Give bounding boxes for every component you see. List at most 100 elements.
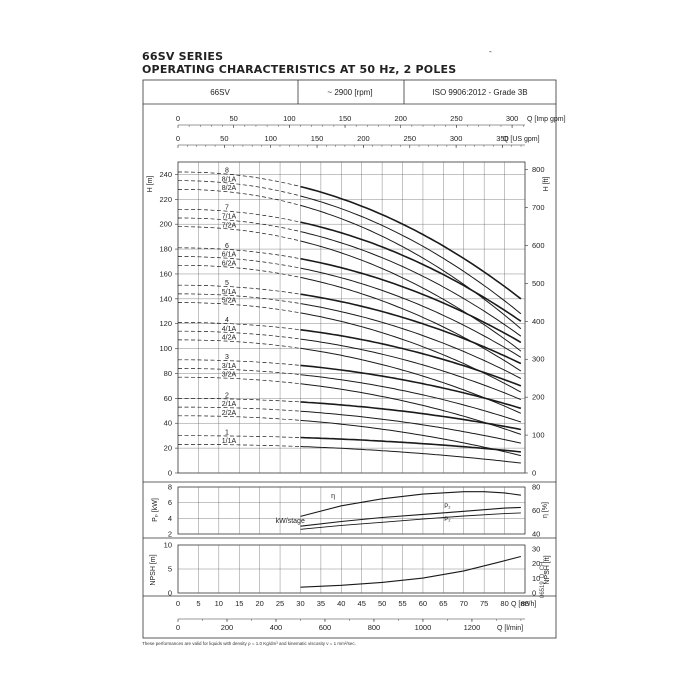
xtick-label-m3h: 50	[378, 599, 386, 608]
ytick-label-head: 140	[159, 294, 172, 303]
xtick-label-m3h: 30	[296, 599, 304, 608]
curve-label-4: 4	[225, 317, 229, 324]
xtick-label-m3h: 35	[317, 599, 325, 608]
xtick-label-m3h: 40	[337, 599, 345, 608]
head-curve-5-dashed	[178, 284, 301, 295]
xtick-label-lmin: 1200	[464, 623, 481, 632]
head-curve-2	[300, 401, 522, 431]
head-curve-7-2A	[300, 240, 522, 352]
y2-axis-label-head: H [ft]	[543, 177, 550, 192]
power-curve-2	[300, 512, 521, 530]
ytick-label-head-ft: 800	[532, 165, 545, 174]
curve-label-7-1A: 7/1A	[222, 213, 237, 220]
xtick-label-m3h: 15	[235, 599, 243, 608]
head-curve-5-1A	[300, 303, 522, 379]
y-axis-label-power: Pₚ [kW]	[152, 498, 159, 522]
head-curve-2-dashed	[178, 398, 301, 403]
head-curve-3-2A-dashed	[178, 376, 301, 385]
curve-label-8-1A: 8/1A	[222, 176, 237, 183]
power-curve	[300, 506, 521, 527]
xtick-label-lmin: 400	[270, 623, 283, 632]
ytick-label-head: 0	[168, 469, 172, 478]
xtick-label-lmin: 800	[368, 623, 381, 632]
ytick-label-power: 8	[168, 483, 172, 492]
xtick-label-imp: 250	[450, 114, 463, 123]
ytick-label-head: 120	[159, 319, 172, 328]
curve-label-2-2A: 2/2A	[222, 410, 237, 417]
curve-label-1: 1	[225, 429, 229, 436]
head-curve-1-dashed	[178, 435, 301, 438]
ytick-label-head-ft: 600	[532, 241, 545, 250]
y-axis-label-npsh: NPSH [m]	[150, 554, 157, 585]
footnote: These performances are valid for liquids…	[142, 641, 356, 646]
head-curve-2-1A	[300, 410, 522, 444]
ytick-label-head-ft: 700	[532, 203, 545, 212]
curve-label-7: 7	[225, 205, 229, 212]
outer-frame	[142, 79, 557, 639]
curve-label-3-2A: 3/2A	[222, 372, 237, 379]
drawing-code: 06519_D_CH	[540, 561, 546, 598]
xtick-label-us: 200	[357, 134, 370, 143]
head-curve-1-1A-dashed	[178, 444, 301, 447]
curve-label-8-2A: 8/2A	[222, 185, 237, 192]
head-curve-7	[300, 221, 522, 322]
curve-label-8: 8	[225, 168, 229, 175]
head-curve-6-2A-dashed	[178, 264, 301, 278]
ytick-label-power: 6	[168, 498, 172, 507]
curve-label-4-1A: 4/1A	[222, 326, 237, 333]
ytick-label-npsh-ft: 0	[532, 589, 536, 598]
head-curve-3-1A-dashed	[178, 368, 301, 376]
head-curve-2-2A-dashed	[178, 415, 301, 421]
xtick-label-m3h: 75	[480, 599, 488, 608]
xtick-label-imp: 0	[176, 114, 180, 123]
eta-annotation: η	[331, 493, 335, 500]
ytick-label-head-ft: 400	[532, 317, 545, 326]
xtick-label-lmin: 600	[319, 623, 332, 632]
head-curve-3-1A	[300, 374, 522, 423]
ytick-label-head-ft: 100	[532, 431, 545, 440]
head-curve-8-2A-dashed	[178, 189, 301, 206]
ytick-label-head: 240	[159, 170, 172, 179]
imp-axis-label: Q [Imp gpm]	[527, 116, 566, 123]
series-title: 66SV SERIES	[142, 50, 224, 63]
ytick-label-npsh-ft: 10	[532, 574, 540, 583]
xtick-label-m3h: 70	[460, 599, 468, 608]
ytick-label-head: 180	[159, 245, 172, 254]
head-curve-6-dashed	[178, 247, 301, 260]
curve-label-5: 5	[225, 280, 229, 287]
ytick-label-head-ft: 500	[532, 279, 545, 288]
ytick-label-head: 80	[164, 369, 172, 378]
head-curve-2-2A	[300, 419, 522, 457]
xtick-label-m3h: 80	[500, 599, 508, 608]
xtick-label-imp: 200	[394, 114, 407, 123]
power-plot-frame	[177, 486, 526, 535]
curve-label-6-1A: 6/1A	[222, 252, 237, 259]
xtick-label-imp: 150	[339, 114, 352, 123]
head-curve-6-1A	[300, 267, 522, 358]
ytick-label-head: 60	[164, 394, 172, 403]
ytick-label-head: 100	[159, 344, 172, 353]
head-curve-3-2A	[300, 383, 522, 435]
us-axis-label: Q [US gpm]	[503, 136, 540, 143]
x-axis-label-lmin: Q [l/min]	[497, 625, 523, 632]
xtick-label-imp: 300	[506, 114, 519, 123]
ytick-label-npsh-ft: 30	[532, 545, 540, 554]
efficiency-curve	[300, 491, 521, 517]
curve-label-1-1A: 1/1A	[222, 438, 237, 445]
speed-label: ~ 2900 [rpm]	[327, 88, 372, 97]
kw-stage-annotation: kW/stage	[276, 518, 305, 525]
head-curve-7-1A	[300, 231, 522, 337]
head-curve-8	[300, 185, 522, 300]
curve-label-5-2A: 5/2A	[222, 298, 237, 305]
head-curve-5-2A-dashed	[178, 302, 301, 314]
curve-label-2: 2	[225, 392, 229, 399]
head-curve-2-1A-dashed	[178, 406, 301, 412]
x-axis-label-m3h: Q [m³/h]	[511, 601, 536, 608]
xtick-label-us: 0	[176, 134, 180, 143]
head-curve-7-2A-dashed	[178, 226, 301, 242]
ytick-label-head-ft: 0	[532, 469, 536, 478]
xtick-label-us: 150	[311, 134, 324, 143]
chart-subtitle: OPERATING CHARACTERISTICS AT 50 Hz, 2 PO…	[142, 63, 457, 76]
curve-label-4-2A: 4/2A	[222, 335, 237, 342]
head-curve-8-2A	[300, 204, 522, 330]
